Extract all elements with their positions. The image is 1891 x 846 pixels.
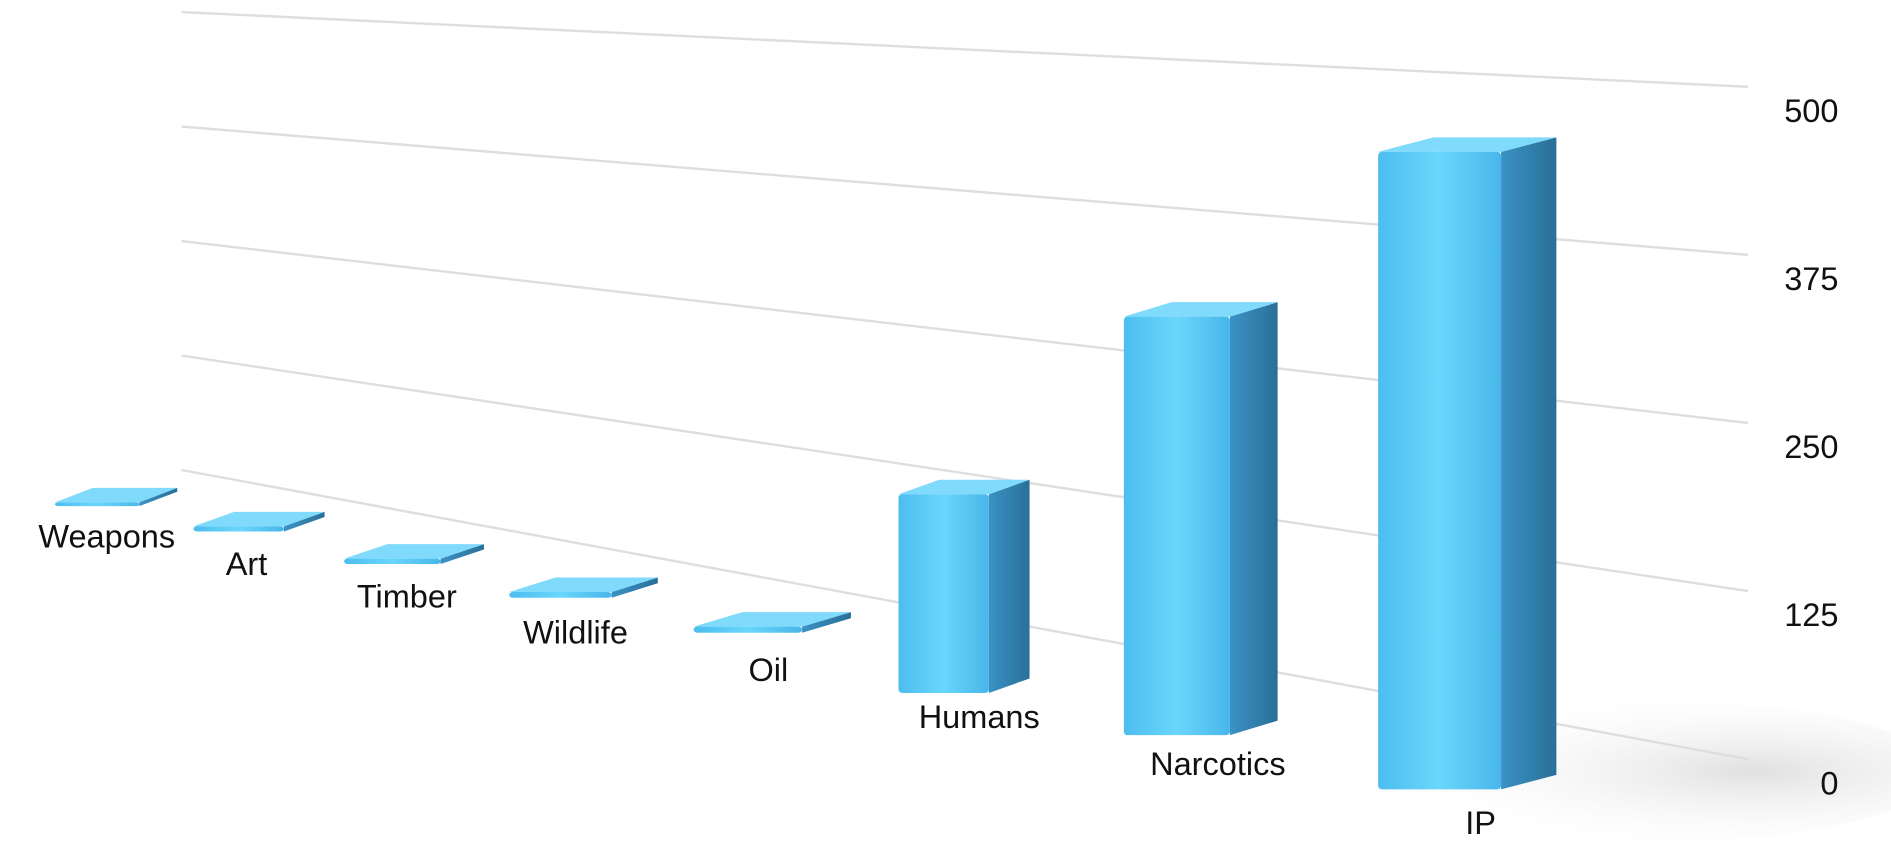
x-tick-label: Weapons	[38, 518, 175, 554]
bar-side	[611, 577, 658, 598]
bar	[344, 558, 441, 564]
bar	[193, 526, 284, 532]
bar-side	[1229, 302, 1278, 736]
bar	[1378, 151, 1502, 790]
x-tick-label: Art	[226, 546, 268, 582]
x-tick-label: Narcotics	[1150, 746, 1286, 782]
bar-top	[54, 487, 178, 503]
bar-top	[1123, 302, 1278, 317]
y-tick-label: 500	[1784, 93, 1838, 129]
y-tick-label: 375	[1784, 261, 1838, 297]
bar	[1123, 316, 1230, 736]
bar	[509, 591, 612, 598]
y-tick-label: 0	[1820, 765, 1838, 801]
bar-top	[1378, 137, 1557, 152]
bar-side	[1501, 137, 1557, 790]
y-tick-label: 250	[1784, 429, 1838, 465]
bar	[898, 494, 989, 693]
bar-top	[193, 511, 325, 527]
bar-top	[344, 544, 484, 559]
bar	[54, 502, 140, 507]
bar	[693, 626, 803, 633]
bar-top	[693, 612, 851, 627]
bar-side	[802, 612, 851, 633]
x-tick-label: Timber	[357, 579, 457, 615]
bar-side	[283, 511, 325, 532]
bar-side	[440, 544, 484, 564]
x-tick-label: Wildlife	[523, 615, 628, 651]
bar-side	[988, 479, 1030, 693]
bar-side	[139, 487, 178, 507]
x-tick-label: Oil	[748, 652, 788, 688]
x-tick-label: IP	[1465, 805, 1496, 841]
grid-line	[181, 10, 1749, 88]
x-tick-label: Humans	[919, 699, 1040, 735]
bar-top	[898, 479, 1030, 495]
y-tick-label: 125	[1784, 597, 1838, 633]
bar-top	[509, 577, 658, 592]
